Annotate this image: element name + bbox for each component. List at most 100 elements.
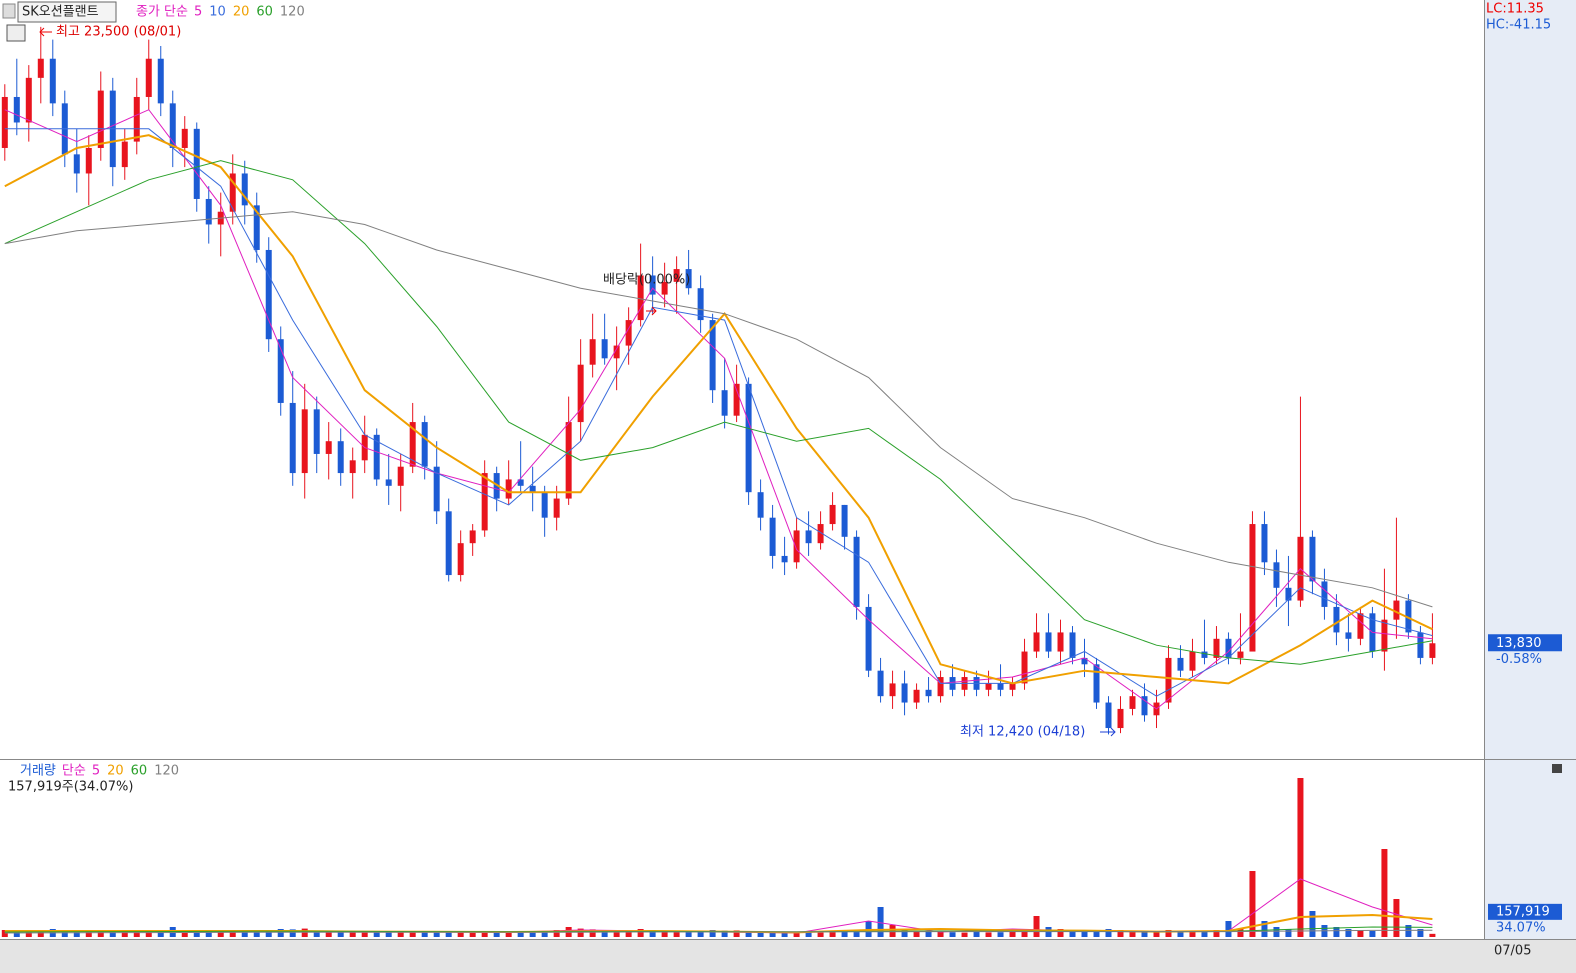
candle-body bbox=[241, 173, 248, 206]
volume-bar bbox=[589, 929, 596, 937]
candle-body bbox=[1357, 613, 1364, 639]
volume-bar bbox=[13, 931, 20, 937]
candle-body bbox=[1165, 657, 1172, 703]
candle-body bbox=[685, 269, 692, 289]
candle-body bbox=[865, 606, 872, 671]
legend-entry: 60 bbox=[131, 764, 148, 779]
low-note: 최저 12,420 (04/18) bbox=[960, 725, 1085, 740]
volume-bar bbox=[1333, 927, 1340, 937]
candle-body bbox=[745, 383, 752, 493]
high-note: 최고 23,500 (08/01) bbox=[56, 25, 181, 40]
volume-bar bbox=[661, 931, 668, 937]
candle-body bbox=[397, 466, 404, 486]
volume-bar bbox=[553, 930, 560, 937]
volume-bar bbox=[529, 932, 536, 937]
volume-bar bbox=[745, 931, 752, 937]
volume-bar bbox=[1141, 931, 1148, 937]
volume-bar bbox=[1153, 931, 1160, 937]
volume-bar bbox=[697, 931, 704, 937]
volume-bar bbox=[637, 929, 644, 937]
volume-bar bbox=[1285, 929, 1292, 937]
lc-label: LC:11.35 bbox=[1486, 2, 1544, 17]
volume-bar bbox=[673, 931, 680, 937]
volume-bar bbox=[1213, 930, 1220, 937]
volume-bar bbox=[1345, 929, 1352, 937]
panel-close[interactable] bbox=[1552, 764, 1562, 773]
candle-body bbox=[673, 269, 680, 282]
candle-body bbox=[481, 473, 488, 531]
candle-body bbox=[277, 339, 284, 403]
candle-body bbox=[709, 320, 716, 391]
candle-body bbox=[121, 141, 128, 168]
candle-body bbox=[577, 364, 584, 423]
candle-body bbox=[889, 683, 896, 697]
volume-bar bbox=[1273, 927, 1280, 937]
candle-body bbox=[229, 173, 236, 212]
legend-entry: 20 bbox=[233, 5, 250, 20]
candle-body bbox=[757, 492, 764, 518]
ratio-label: 34.07% bbox=[1496, 920, 1546, 935]
volume-bar bbox=[985, 932, 992, 937]
candle-body bbox=[325, 441, 332, 454]
candle-body bbox=[1069, 632, 1076, 658]
candle-body bbox=[289, 402, 296, 474]
volume-bar bbox=[409, 931, 416, 937]
volume-bar bbox=[1165, 930, 1172, 937]
candle-body bbox=[661, 281, 668, 295]
candle-body bbox=[901, 683, 908, 703]
candle-body bbox=[205, 198, 212, 225]
candle-body bbox=[1285, 587, 1292, 601]
ma-line bbox=[4, 929, 1433, 934]
candle-body bbox=[181, 128, 188, 148]
candle-body bbox=[1249, 524, 1256, 652]
volume-bar bbox=[1105, 929, 1112, 937]
volume-bar bbox=[1297, 778, 1304, 937]
legend-entry: 60 bbox=[256, 5, 273, 20]
volume-bar bbox=[601, 931, 608, 937]
candle-body bbox=[589, 339, 596, 365]
volume-bar bbox=[217, 931, 224, 937]
volume-bar bbox=[685, 931, 692, 937]
volume-bar bbox=[313, 931, 320, 937]
candle-body bbox=[445, 511, 452, 576]
candle-body bbox=[409, 422, 416, 467]
title-box[interactable] bbox=[17, 1, 117, 23]
volume-bar bbox=[625, 930, 632, 937]
volume-bar bbox=[1021, 930, 1028, 937]
low-arrow bbox=[1100, 727, 1116, 737]
candle-body bbox=[553, 498, 560, 518]
volume-bar bbox=[1129, 931, 1136, 937]
volume-bar bbox=[1177, 931, 1184, 937]
candle-body bbox=[1333, 606, 1340, 633]
candle-body bbox=[637, 275, 644, 321]
volume-bar bbox=[1081, 931, 1088, 937]
candle-body bbox=[385, 479, 392, 486]
volume-bar bbox=[973, 932, 980, 937]
table-icon[interactable] bbox=[6, 24, 26, 42]
menu-icon[interactable] bbox=[2, 3, 16, 19]
candle-body bbox=[145, 58, 152, 97]
candle-body bbox=[13, 96, 20, 123]
volume-bar bbox=[193, 931, 200, 937]
candle-body bbox=[1393, 600, 1400, 620]
volume-bar bbox=[121, 931, 128, 937]
volume-badge bbox=[1488, 903, 1562, 920]
candle-body bbox=[505, 479, 512, 499]
volume-bar bbox=[469, 932, 476, 937]
volume-bar bbox=[829, 932, 836, 937]
candle-body bbox=[1141, 696, 1148, 716]
volume-bar bbox=[1357, 930, 1364, 937]
legend-title: 거래량 bbox=[20, 764, 56, 779]
candle-body bbox=[1429, 643, 1436, 658]
candle-body bbox=[565, 422, 572, 499]
candle-body bbox=[529, 485, 536, 493]
candle-body bbox=[613, 345, 620, 359]
volume-bar bbox=[73, 932, 80, 937]
volume-bar bbox=[925, 932, 932, 937]
candle-body bbox=[1129, 696, 1136, 709]
candle-body bbox=[625, 320, 632, 346]
volume-bar bbox=[613, 931, 620, 937]
volume-bar bbox=[961, 932, 968, 937]
volume-bar bbox=[325, 931, 332, 937]
volume-bar bbox=[265, 930, 272, 937]
